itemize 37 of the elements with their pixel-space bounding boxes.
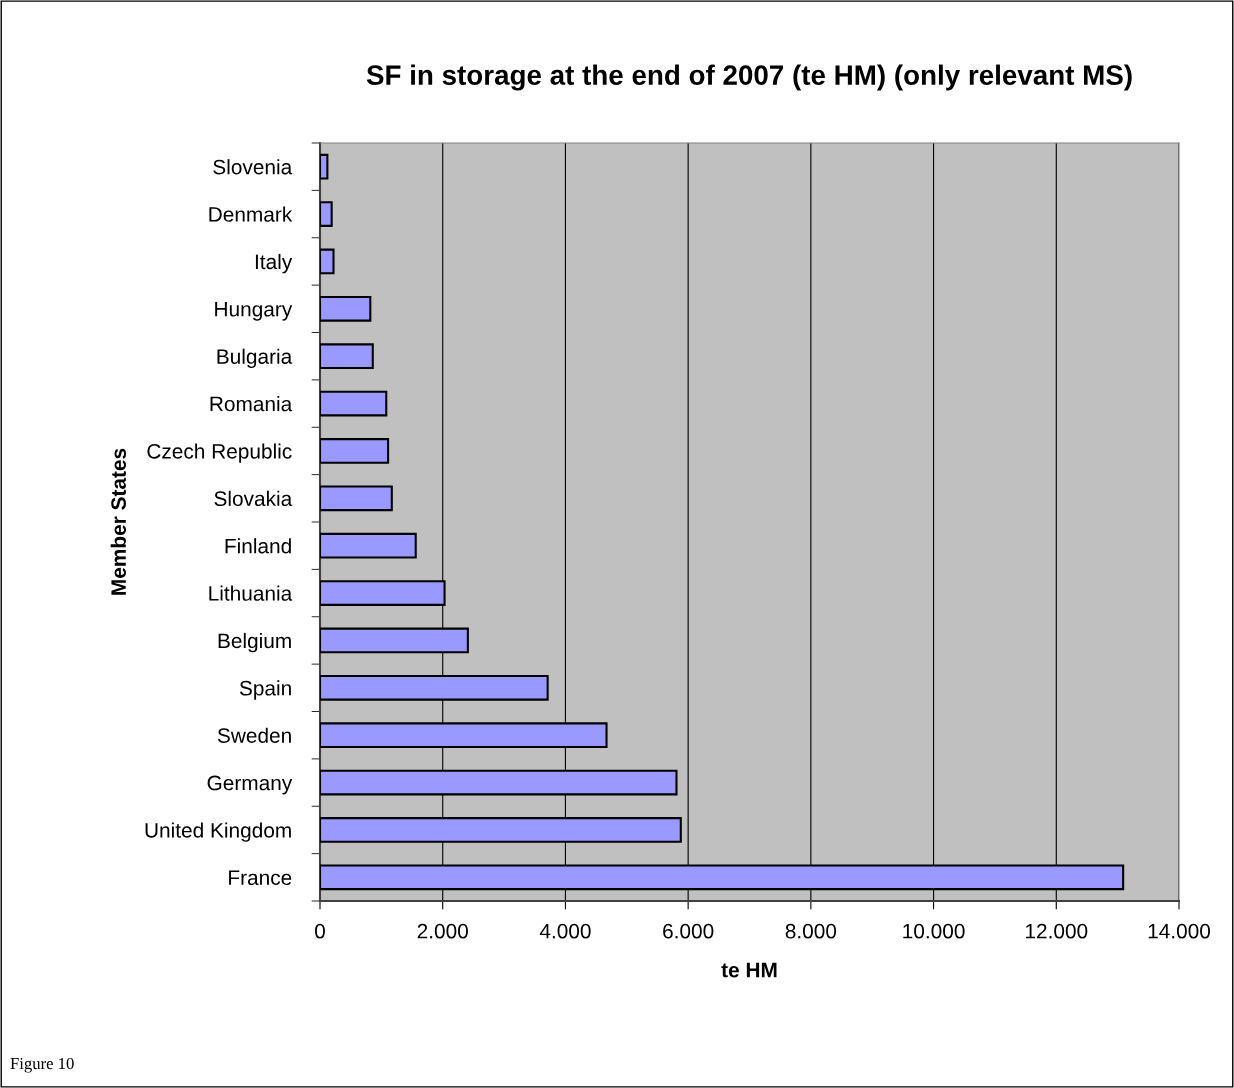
x-tick-label: 10.000 [903,923,965,939]
y-tick-label: Sweden [217,727,291,743]
y-tick-label: Hungary [215,302,293,321]
y-tick-label: Denmark [209,206,293,222]
y-tick-label: Czech Republic [147,443,292,463]
x-tick-label: 6.000 [663,923,714,939]
bar [320,485,393,512]
y-tick-label: United Kingdom [145,822,291,842]
chart-title: SF in storage at the end of 2007 (te HM) (only relevant MS) [366,64,1132,91]
x-tick-label: 4.000 [539,923,591,939]
caption: Figure 10 [10,1057,74,1073]
y-tick-label: Finland [225,538,291,554]
y-tick-label: Italy [255,253,293,274]
y-tick-label: Belgium [218,632,291,653]
x-tick-label: 0 [315,923,325,939]
bar [320,153,329,180]
y-tick-label: Bulgaria [217,348,293,369]
bar [320,295,372,322]
y-tick-label: Spain [239,680,291,700]
bar [320,532,417,559]
y-tick-label: Germany [207,775,293,795]
x-axis-title: te HM [721,962,777,978]
x-tick-label: 8.000 [785,923,837,939]
y-axis-title: Member States [110,448,126,595]
y-tick-label: Romania [210,396,293,412]
bar [320,343,374,370]
bar [320,438,390,464]
y-tick-label: Slovakia [214,490,293,507]
bar [320,248,335,275]
y-tick-label: Slovenia [213,159,293,175]
y-tick-label: Lithuania [209,585,293,601]
x-tick-label: 14.000 [1148,923,1211,939]
bar [320,201,333,227]
y-tick-label: France [229,870,292,886]
x-tick-label: 12.000 [1026,923,1088,939]
bar [320,390,388,417]
x-tick-label: 2.000 [417,923,468,939]
